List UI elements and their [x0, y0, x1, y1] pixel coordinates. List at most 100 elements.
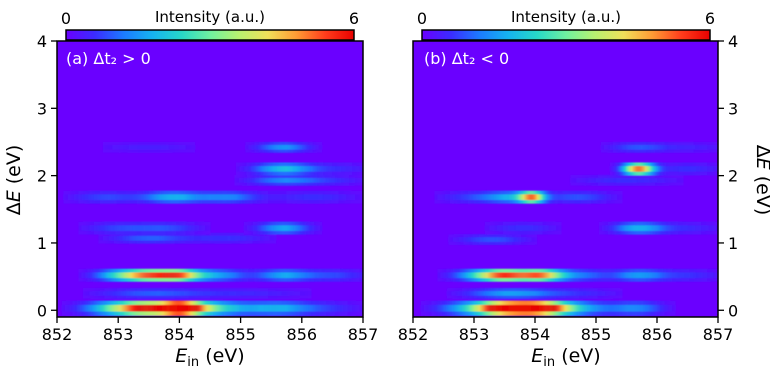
heatmap-cell [107, 145, 110, 150]
heatmap-cell [519, 291, 522, 296]
heatmap-cell [457, 194, 460, 200]
heatmap-cell [254, 291, 257, 296]
heatmap-cell [202, 304, 205, 312]
heatmap-cell [557, 291, 561, 296]
heatmap-cell [336, 272, 340, 279]
panel-b: 0 Intensity (a.u.) 6 (b) Δt₂ < 0 852 853 8… [398, 8, 770, 370]
heatmap-cell [658, 304, 661, 312]
heatmap-cell [551, 304, 554, 312]
heatmap-cell [661, 272, 664, 279]
heatmap-cell [701, 225, 704, 231]
heatmap-cell [228, 235, 231, 241]
heatmap-cell [124, 272, 127, 279]
heatmap-cell [600, 304, 603, 312]
heatmap-cell [327, 304, 330, 312]
heatmap-cell [657, 225, 660, 231]
heatmap-cell [269, 235, 272, 241]
heatmap-cell [211, 194, 214, 200]
heatmap-cell [504, 225, 507, 231]
heatmap-cell [157, 291, 161, 296]
heatmap-cell [618, 304, 622, 312]
heatmap-cell [341, 177, 344, 183]
heatmap-cell [353, 272, 356, 279]
heatmap-cell [125, 145, 128, 150]
heatmap-cell [257, 177, 260, 183]
heatmap-cell [582, 291, 585, 296]
heatmap-cell [460, 272, 463, 279]
heatmap-cell [615, 304, 618, 312]
heatmap-cell [519, 237, 522, 242]
heatmap-cell [667, 272, 670, 279]
heatmap-cell [246, 235, 249, 241]
heatmap-cell [251, 272, 254, 279]
heatmap-cell [151, 145, 154, 150]
heatmap-cell [461, 237, 464, 242]
heatmap-cell [138, 272, 141, 279]
heatmap-cell [112, 291, 115, 296]
heatmap-cell [205, 272, 208, 279]
heatmap-cell [496, 194, 500, 200]
heatmap-cell [185, 225, 188, 231]
heatmap-cell [499, 194, 503, 200]
heatmap-cell [252, 272, 255, 279]
x-axis-a: 852 853 854 855 856 857 [42, 317, 378, 344]
heatmap-cell [638, 166, 641, 172]
heatmap-cell [148, 291, 151, 296]
heatmap-cell [621, 177, 625, 183]
heatmap-cell [352, 272, 355, 279]
heatmap-cell [102, 304, 106, 312]
heatmap-cell [248, 272, 251, 279]
heatmap-cell [643, 225, 646, 231]
heatmap-cell [271, 194, 274, 200]
heatmap-cell [142, 235, 145, 241]
heatmap-cell [268, 145, 271, 150]
heatmap-cell [295, 145, 298, 150]
heatmap-cell [664, 304, 667, 312]
heatmap-cell [303, 194, 306, 200]
heatmap-cell [162, 235, 165, 241]
heatmap-cell [658, 225, 661, 231]
heatmap-cell [191, 235, 194, 241]
heatmap-cell [291, 145, 294, 150]
heatmap-cell [458, 237, 461, 242]
heatmap-cell [320, 145, 323, 150]
heatmap-cell [216, 291, 219, 296]
heatmap-cell [608, 194, 611, 200]
heatmap-cell [660, 166, 663, 172]
heatmap-cell [145, 225, 148, 231]
heatmap-cell [559, 272, 562, 279]
heatmap-cell [580, 177, 583, 183]
heatmap-cell [629, 177, 632, 183]
heatmap-cell [75, 194, 78, 200]
heatmap-cell [660, 272, 663, 279]
heatmap-cell [624, 304, 628, 312]
y-tick-label: 0 [37, 301, 47, 320]
heatmap-cell [551, 272, 554, 279]
heatmap-cell [151, 304, 154, 312]
heatmap-cell [211, 304, 214, 312]
heatmap-cell [127, 145, 130, 150]
heatmap-cell [260, 291, 263, 296]
heatmap-cell [637, 272, 640, 279]
heatmap-cell [498, 237, 501, 242]
heatmap-cell [454, 304, 457, 312]
heatmap-cell [314, 272, 317, 279]
heatmap-cell [618, 194, 622, 200]
heatmap-cell [614, 166, 617, 172]
heatmap-cell [131, 235, 135, 241]
heatmap-cell [232, 272, 236, 279]
heatmap-cell [191, 272, 194, 279]
heatmap-cell [483, 237, 486, 242]
heatmap-cell [245, 291, 248, 296]
heatmap-cell [638, 177, 641, 183]
heatmap-cell [294, 304, 297, 312]
heatmap-cell [448, 304, 451, 312]
heatmap-cell [335, 166, 338, 172]
heatmap-cell [664, 272, 667, 279]
heatmap-cell [612, 291, 615, 296]
heatmap-cell [291, 304, 294, 312]
heatmap-cell [162, 225, 165, 231]
heatmap-cell [278, 291, 281, 296]
heatmap-cell [580, 291, 583, 296]
heatmap-cell [265, 272, 268, 279]
